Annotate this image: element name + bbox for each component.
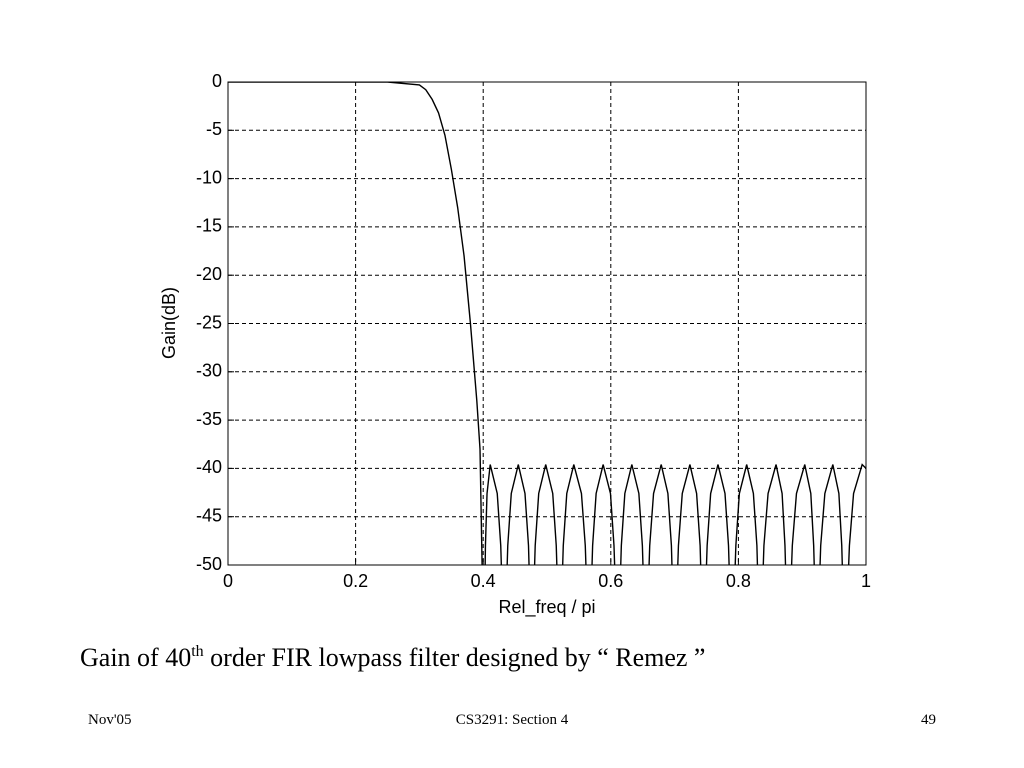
plot-border: [227, 81, 867, 566]
y-tick-label: -45: [196, 505, 222, 525]
y-tick-label: -15: [196, 216, 222, 236]
y-axis-label: Gain(dB): [159, 287, 179, 359]
y-tick-label: -25: [196, 312, 222, 332]
x-tick-label: 0.6: [598, 571, 623, 591]
y-tick-label: 0: [212, 71, 222, 91]
x-tick-label: 0.4: [471, 571, 496, 591]
caption-superscript: th: [191, 643, 203, 660]
y-tick-label: -30: [196, 361, 222, 381]
caption-text: Gain of 40: [80, 643, 191, 672]
caption-text: order FIR lowpass filter designed by “ R…: [204, 643, 706, 672]
data-line: [228, 82, 866, 565]
caption: Gain of 40th order FIR lowpass filter de…: [80, 643, 705, 672]
y-tick-label: -50: [196, 554, 222, 574]
y-tick-label: -40: [196, 457, 222, 477]
y-tick-label: -35: [196, 409, 222, 429]
footer-date: Nov'05: [88, 712, 132, 728]
x-tick-label: 0: [223, 571, 233, 591]
y-tick-label: -10: [196, 167, 222, 187]
y-tick-label: -20: [196, 264, 222, 284]
x-tick-label: 0.2: [343, 571, 368, 591]
page-number: 49: [921, 712, 936, 728]
y-tick-label: -5: [206, 119, 222, 139]
footer-course: CS3291: Section 4: [456, 712, 569, 728]
x-axis-label: Rel_freq / pi: [498, 597, 595, 618]
x-tick-label: 0.8: [726, 571, 751, 591]
x-tick-label: 1: [861, 571, 871, 591]
